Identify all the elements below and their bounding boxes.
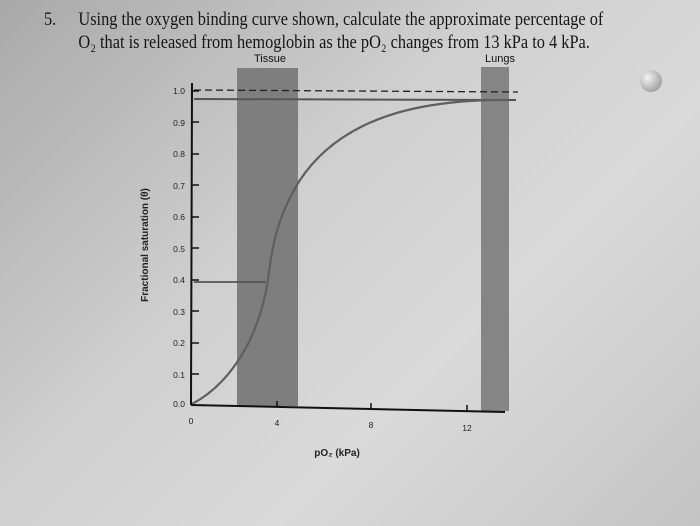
y-ticks	[192, 90, 199, 375]
y-tick-label: 0.4	[173, 275, 185, 285]
decorative-ball	[640, 70, 662, 92]
lungs-label: Lungs	[485, 53, 515, 65]
x-tick-label: 4	[275, 418, 280, 428]
y-tick-label: 0.9	[173, 118, 185, 128]
y-tick-label: 0.0	[173, 399, 185, 409]
binding-curve	[191, 98, 509, 405]
tissue-region	[237, 68, 298, 406]
y-tick-label: 0.5	[173, 244, 185, 254]
x-tick-label: 0	[189, 416, 194, 426]
y-tick-label: 0.3	[173, 307, 185, 317]
question-line-1: Using the oxygen binding curve shown, ca…	[78, 9, 604, 30]
question-number: 5.	[44, 9, 57, 30]
tissue-label: Tissue	[254, 53, 286, 65]
y-tick-label: 0.7	[173, 181, 185, 191]
x-axis-label: pO₂ (kPa)	[314, 448, 360, 459]
lungs-region	[481, 67, 509, 411]
lungs-saturation-line	[193, 98, 517, 101]
x-ticks	[276, 401, 468, 411]
x-tick-label: 8	[369, 420, 374, 430]
y-tick-label: 0.1	[173, 370, 185, 380]
x-axis	[190, 404, 506, 413]
y-axis	[190, 82, 193, 406]
y-tick-label: 0.8	[173, 149, 185, 159]
x-tick-label: 12	[462, 423, 472, 433]
y-tick-label: 0.2	[173, 338, 185, 348]
max-saturation-dashed-line	[193, 89, 519, 93]
question-line-2: O₂ that is released from hemoglobin as t…	[78, 32, 590, 53]
y-axis-label: Fractional saturation (θ)	[140, 188, 151, 302]
y-tick-label: 0.6	[173, 212, 185, 222]
y-tick-label: 1.0	[173, 86, 185, 96]
